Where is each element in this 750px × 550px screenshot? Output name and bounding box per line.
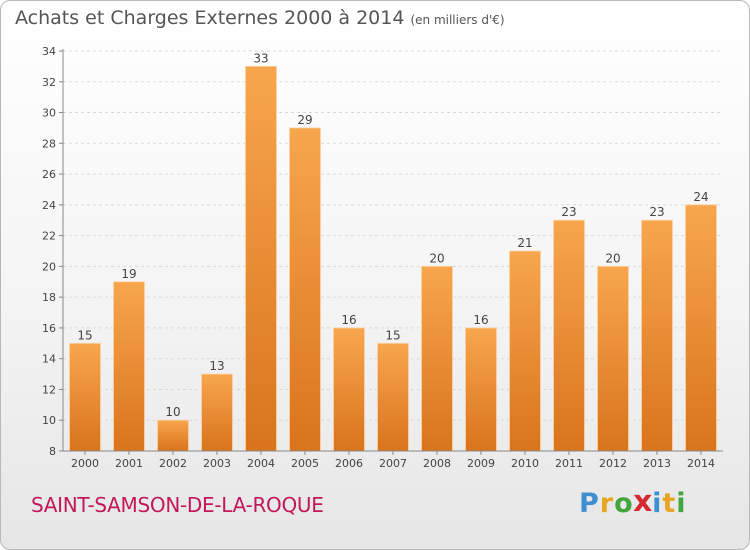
bar	[245, 65, 277, 452]
data-label: 20	[429, 251, 444, 265]
x-tick-label: 2003	[203, 457, 231, 470]
x-tick-label: 2013	[643, 457, 671, 470]
x-tick-label: 2005	[291, 457, 319, 470]
logo-letter: i	[676, 488, 687, 519]
data-labels: 15 19 10 13 33 29 16 15 20 16 21 23 20 23 24	[77, 51, 708, 419]
bar	[377, 342, 409, 452]
y-tick-label: 34	[42, 45, 56, 58]
bar	[465, 327, 497, 452]
bar	[289, 127, 321, 452]
x-tick-label: 2009	[467, 457, 495, 470]
y-tick-label: 14	[42, 353, 56, 366]
y-tick-label: 18	[42, 291, 56, 304]
y-tick-labels: 8 10 12 14 16 18 20 22 24 26 28 30 32 34	[42, 45, 63, 458]
bar	[113, 281, 145, 452]
bar	[553, 219, 585, 452]
data-label: 13	[209, 359, 224, 373]
y-tick-label: 10	[42, 414, 56, 427]
x-tick-label: 2002	[159, 457, 187, 470]
data-label: 23	[649, 205, 664, 219]
data-label: 10	[165, 405, 180, 419]
x-tick-label: 2010	[511, 457, 539, 470]
logo-letter: t	[662, 488, 677, 519]
logo-letter: o	[614, 488, 634, 519]
bar	[157, 419, 189, 452]
chart-title: Achats et Charges Externes 2000 à 2014 (e…	[15, 7, 505, 29]
bar	[69, 342, 101, 452]
y-tick-label: 12	[42, 383, 56, 396]
bar	[421, 265, 453, 452]
x-tick-label: 2001	[115, 457, 143, 470]
data-label: 23	[561, 205, 576, 219]
proxiti-logo: Proxiti	[579, 484, 687, 519]
data-label: 16	[341, 313, 356, 327]
x-tick-labels: 2000 2001 2002 2003 2004 2005 2006 2007 2008 2009…	[71, 451, 715, 470]
bars	[69, 65, 717, 452]
x-tick-label: 2014	[687, 457, 715, 470]
data-label: 15	[385, 328, 400, 342]
x-tick-label: 2000	[71, 457, 99, 470]
data-label: 19	[121, 267, 136, 281]
bar	[685, 204, 717, 452]
title-text: Achats et Charges Externes 2000 à 2014	[15, 7, 405, 29]
x-tick-label: 2007	[379, 457, 407, 470]
x-tick-label: 2004	[247, 457, 275, 470]
logo-letter: r	[599, 488, 615, 519]
commune-name: SAINT-SAMSON-DE-LA-ROQUE	[31, 493, 324, 517]
bar	[201, 373, 233, 452]
x-tick-label: 2011	[555, 457, 583, 470]
x-tick-label: 2006	[335, 457, 363, 470]
bar	[333, 327, 365, 452]
y-tick-label: 24	[42, 199, 56, 212]
y-tick-label: 32	[42, 76, 56, 89]
data-label: 29	[297, 113, 312, 127]
bar	[509, 250, 541, 452]
y-tick-label: 30	[42, 107, 56, 120]
x-tick-label: 2012	[599, 457, 627, 470]
y-tick-label: 26	[42, 168, 56, 181]
bar	[597, 265, 629, 452]
logo-letter: P	[579, 488, 600, 519]
logo-letter: x	[632, 484, 654, 519]
logo-letter: i	[652, 488, 663, 519]
bar	[641, 219, 673, 452]
data-label: 20	[605, 251, 620, 265]
y-tick-label: 8	[49, 445, 56, 458]
data-label: 33	[253, 51, 268, 65]
data-label: 24	[693, 190, 708, 204]
y-tick-label: 22	[42, 230, 56, 243]
unit-text: (en milliers d'€)	[410, 13, 505, 27]
y-tick-label: 20	[42, 260, 56, 273]
data-label: 16	[473, 313, 488, 327]
data-label: 21	[517, 236, 532, 250]
data-label: 15	[77, 328, 92, 342]
y-tick-label: 28	[42, 137, 56, 150]
x-tick-label: 2008	[423, 457, 451, 470]
y-tick-label: 16	[42, 322, 56, 335]
